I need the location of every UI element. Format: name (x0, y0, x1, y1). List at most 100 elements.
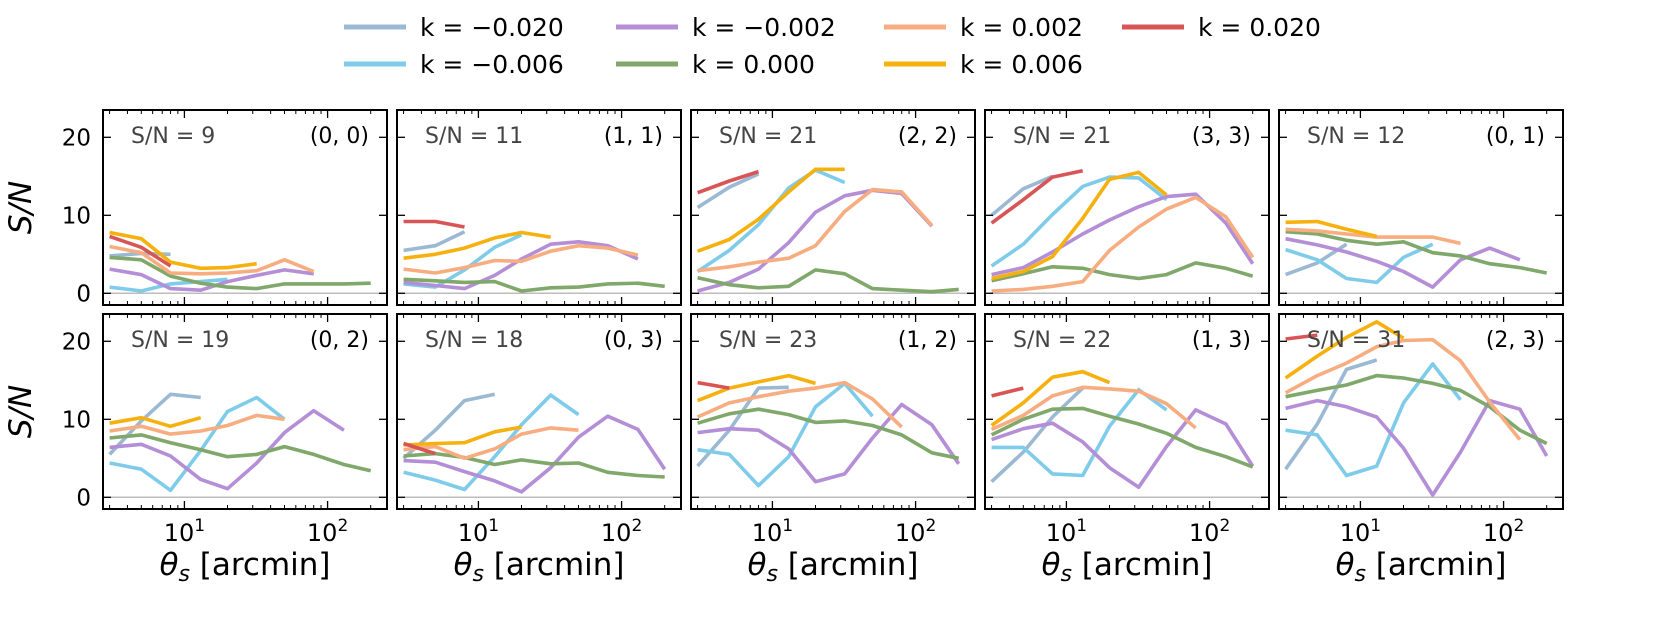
panel-0-0: 0 10 20 S/N = 9 (0, 0) (62, 109, 388, 307)
series-line-k-0p002 (696, 380, 903, 429)
series-line-k-0p006 (109, 415, 202, 429)
panel-frame (396, 109, 682, 306)
series-line-k-0p006 (696, 167, 845, 253)
x-axis-label: θs [arcmin] (1041, 547, 1212, 587)
series-line-k-neg0p020 (990, 174, 1054, 217)
series-line-k-0p002 (697, 187, 934, 273)
x-tick-label: 102 (895, 516, 936, 547)
x-tick-label: 102 (1189, 516, 1230, 547)
series-line-k-0p006 (1284, 320, 1405, 380)
series-group (403, 219, 665, 293)
legend-entry: k = 0.002 (884, 13, 1083, 42)
y-tick-label: 10 (62, 203, 91, 229)
series-line-k-0p000 (697, 407, 960, 461)
series-line-k-neg0p006 (1285, 242, 1434, 285)
y-axis-label: S/N (3, 181, 39, 234)
snr-annotation: S/N = 12 (1307, 124, 1405, 149)
panel-frame (984, 313, 1270, 510)
ticks (103, 110, 387, 305)
snr-annotation: S/N = 19 (131, 328, 229, 353)
legend-label: k = 0.006 (960, 50, 1083, 79)
panel-frame (102, 109, 388, 306)
panel-frame (102, 313, 388, 510)
y-tick-label: 20 (62, 329, 91, 355)
series-group (109, 230, 371, 293)
legend-label: k = −0.020 (420, 13, 564, 42)
panel-frame (396, 313, 682, 510)
panel-2-3: 101 102 S/N = 31 (2, 3) θs [arcmin] (1278, 313, 1564, 587)
series-group (1284, 219, 1548, 289)
panel-0-3: 101 102 S/N = 18 (0, 3) θs [arcmin] (396, 313, 682, 587)
legend-label: k = −0.002 (692, 13, 836, 42)
series-line-k-0p002 (990, 385, 1197, 432)
legend: k = −0.020 k = −0.006 k = −0.002 k = 0.000 k… (344, 13, 1321, 79)
pair-annotation: (0, 0) (310, 124, 369, 149)
series-line-k-0p002 (109, 244, 315, 276)
x-tick-label: 102 (307, 516, 348, 547)
series-line-k-neg0p006 (1285, 362, 1462, 478)
snr-annotation: S/N = 22 (1013, 328, 1111, 353)
snr-annotation: S/N = 11 (425, 124, 523, 149)
series-line-k-neg0p002 (991, 408, 1255, 489)
series-line-k-0p020 (403, 441, 436, 456)
series-line-k-0p006 (403, 230, 551, 260)
series-line-k-0p000 (109, 255, 371, 291)
series-line-k-neg0p006 (109, 277, 228, 293)
x-axis-label: θs [arcmin] (747, 547, 918, 587)
legend-entry: k = 0.006 (884, 50, 1083, 79)
legend-label: k = 0.020 (1198, 13, 1321, 42)
pair-annotation: (2, 2) (898, 124, 957, 149)
series-line-k-neg0p002 (697, 402, 961, 484)
series-line-k-0p020 (697, 380, 730, 390)
pair-annotation: (1, 3) (1192, 328, 1251, 353)
panel-frame (690, 313, 976, 510)
series-line-k-0p006 (109, 230, 257, 271)
series-group (1284, 320, 1549, 497)
x-tick-label: 101 (164, 516, 205, 547)
x-tick-label: 101 (1340, 516, 1381, 547)
pair-annotation: (2, 3) (1486, 328, 1545, 353)
pair-annotation: (0, 3) (604, 328, 663, 353)
series-line-k-0p000 (990, 406, 1254, 469)
x-axis-label: θs [arcmin] (159, 547, 330, 587)
panel-1-3: 101 102 S/N = 22 (1, 3) θs [arcmin] (984, 313, 1270, 587)
legend-label: k = 0.002 (960, 13, 1083, 42)
series-line-k-neg0p020 (696, 172, 760, 210)
series-line-k-neg0p002 (403, 240, 639, 291)
snr-annotation: S/N = 23 (719, 328, 817, 353)
legend-entry: k = 0.020 (1122, 13, 1321, 42)
legend-entry: k = 0.000 (616, 50, 815, 79)
x-tick-label: 101 (752, 516, 793, 547)
series-line-k-0p000 (109, 433, 372, 473)
panel-frame (1278, 109, 1564, 306)
series-group (696, 373, 961, 488)
panel-1-1: S/N = 11 (1, 1) (396, 109, 682, 306)
series-line-k-neg0p002 (1285, 236, 1521, 289)
series-line-k-neg0p002 (403, 414, 667, 494)
x-axis-label: θs [arcmin] (1335, 547, 1506, 587)
panel-frame (1278, 313, 1564, 510)
series-line-k-neg0p002 (697, 188, 934, 293)
legend-entry: k = −0.006 (344, 50, 564, 79)
series-line-k-neg0p020 (1284, 358, 1378, 471)
series-group (990, 369, 1255, 489)
legend-entry: k = −0.020 (344, 13, 564, 42)
panel-3-3: S/N = 21 (3, 3) (984, 109, 1270, 306)
y-tick-label: 0 (76, 485, 91, 511)
y-tick-label: 20 (62, 125, 91, 151)
series-line-k-0p006 (990, 369, 1111, 427)
series-line-k-neg0p006 (403, 393, 580, 492)
legend-label: k = 0.000 (692, 50, 815, 79)
series-line-k-0p020 (1285, 333, 1318, 341)
panel-2-2: S/N = 21 (2, 2) (690, 109, 976, 306)
series-line-k-0p002 (109, 413, 285, 436)
series-line-k-neg0p006 (991, 387, 1168, 478)
series-line-k-neg0p020 (990, 386, 1084, 484)
series-line-k-0p000 (991, 261, 1254, 283)
series-line-k-neg0p002 (1285, 398, 1549, 497)
pair-annotation: (1, 2) (898, 328, 957, 353)
y-tick-label: 0 (76, 281, 91, 307)
legend-label: k = −0.006 (420, 50, 564, 79)
